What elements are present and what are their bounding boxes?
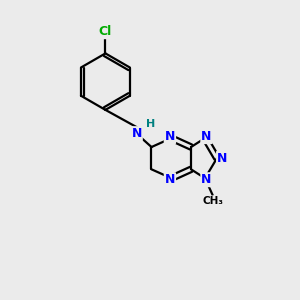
Text: N: N: [165, 130, 175, 143]
Text: N: N: [131, 127, 142, 140]
Text: N: N: [165, 173, 175, 186]
Text: Cl: Cl: [99, 25, 112, 38]
Text: N: N: [201, 173, 212, 186]
Text: CH₃: CH₃: [202, 196, 223, 206]
Text: N: N: [201, 130, 212, 143]
Text: N: N: [217, 152, 227, 165]
Text: H: H: [146, 119, 155, 129]
